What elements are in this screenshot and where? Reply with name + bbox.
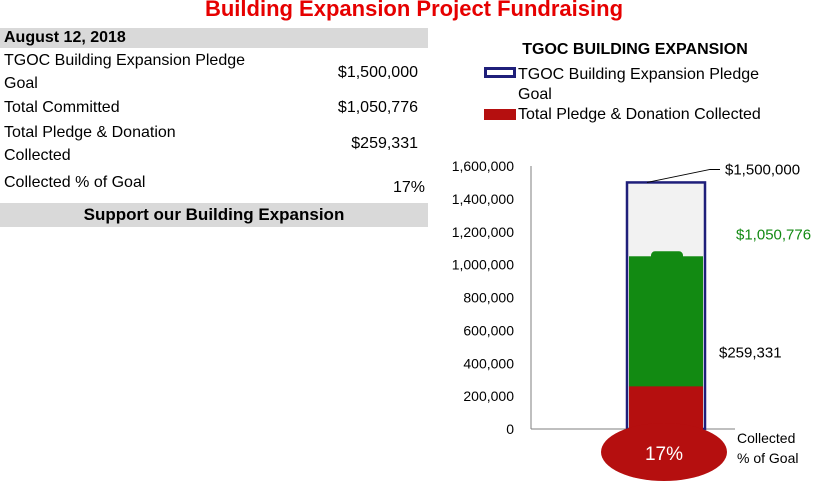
- bar-committed-cap: [651, 251, 683, 261]
- legend-swatch-collected: [484, 109, 516, 120]
- collected-label: Total Pledge & Donation Collected: [4, 121, 176, 167]
- collected-label-line1: Total Pledge & Donation: [4, 124, 176, 141]
- page-title: Building Expansion Project Fundraising: [204, 0, 624, 21]
- pledge-goal-label-line2: Goal: [4, 75, 38, 92]
- collected-percent-value: 17%: [392, 179, 425, 196]
- total-committed-value: $1,050,776: [337, 99, 418, 116]
- y-tick-label: 1,200,000: [452, 224, 514, 240]
- chart-title: TGOC BUILDING EXPANSION: [522, 41, 748, 58]
- goal-label-leader: [646, 168, 720, 183]
- legend-item-collected: Total Pledge & Donation Collected: [518, 106, 761, 123]
- y-tick-label: 400,000: [463, 355, 514, 371]
- pledge-goal-label: TGOC Building Expansion Pledge Goal: [4, 49, 245, 95]
- legend-goal-line1: TGOC Building Expansion Pledge: [518, 66, 760, 83]
- y-tick-label: 200,000: [463, 388, 514, 404]
- y-tick-label: 0: [506, 421, 514, 437]
- y-tick-label: 1,000,000: [452, 257, 514, 273]
- thermometer-bulb: [601, 423, 727, 481]
- goal-data-label: $1,500,000: [725, 161, 800, 178]
- y-tick-label: 600,000: [463, 322, 514, 338]
- bulb-percent-label: 17%: [645, 444, 683, 465]
- legend-item-goal: TGOC Building Expansion Pledge Goal: [518, 65, 759, 105]
- collected-label-line2: Collected: [4, 147, 71, 164]
- legend-goal-line2: Goal: [518, 86, 552, 103]
- collected-percent-label: Collected % of Goal: [4, 174, 146, 191]
- y-tick-label: 1,600,000: [452, 158, 514, 174]
- legend-swatch-goal: [484, 67, 516, 78]
- y-tick-label: 1,400,000: [452, 191, 514, 207]
- collected-value: $259,331: [351, 135, 418, 152]
- pledge-goal-value: $1,500,000: [337, 64, 418, 81]
- bulb-caption-line1: Collected: [737, 430, 795, 446]
- total-committed-label: Total Committed: [4, 99, 120, 116]
- collected-data-label: $259,331: [719, 344, 782, 361]
- committed-data-label: $1,050,776: [736, 226, 811, 243]
- date-header: August 12, 2018: [0, 28, 428, 48]
- support-banner: Support our Building Expansion: [0, 203, 428, 227]
- bulb-caption-line2: % of Goal: [737, 450, 798, 466]
- y-tick-label: 800,000: [463, 290, 514, 306]
- pledge-goal-label-line1: TGOC Building Expansion Pledge: [4, 52, 246, 69]
